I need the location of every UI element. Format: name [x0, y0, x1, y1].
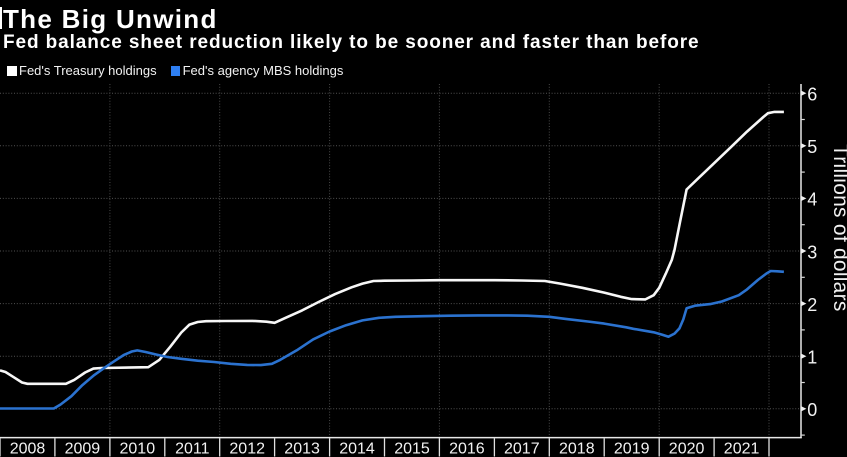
svg-text:2008: 2008: [10, 441, 46, 457]
svg-text:3: 3: [807, 242, 817, 262]
svg-text:4: 4: [807, 190, 817, 210]
svg-text:2013: 2013: [284, 441, 320, 457]
svg-text:2021: 2021: [724, 441, 760, 457]
svg-text:2012: 2012: [229, 441, 265, 457]
svg-text:6: 6: [807, 85, 817, 105]
svg-text:2018: 2018: [559, 441, 595, 457]
svg-text:2014: 2014: [339, 441, 375, 457]
svg-text:2009: 2009: [65, 441, 101, 457]
svg-text:0: 0: [807, 400, 817, 420]
svg-text:2011: 2011: [175, 441, 210, 457]
svg-text:2016: 2016: [449, 441, 485, 457]
svg-text:2: 2: [807, 295, 817, 315]
svg-text:2019: 2019: [614, 441, 650, 457]
svg-text:2020: 2020: [669, 441, 705, 457]
svg-text:2010: 2010: [120, 441, 156, 457]
svg-text:2017: 2017: [504, 441, 540, 457]
svg-text:1: 1: [807, 348, 817, 368]
svg-text:5: 5: [807, 137, 817, 157]
svg-text:2015: 2015: [394, 441, 430, 457]
